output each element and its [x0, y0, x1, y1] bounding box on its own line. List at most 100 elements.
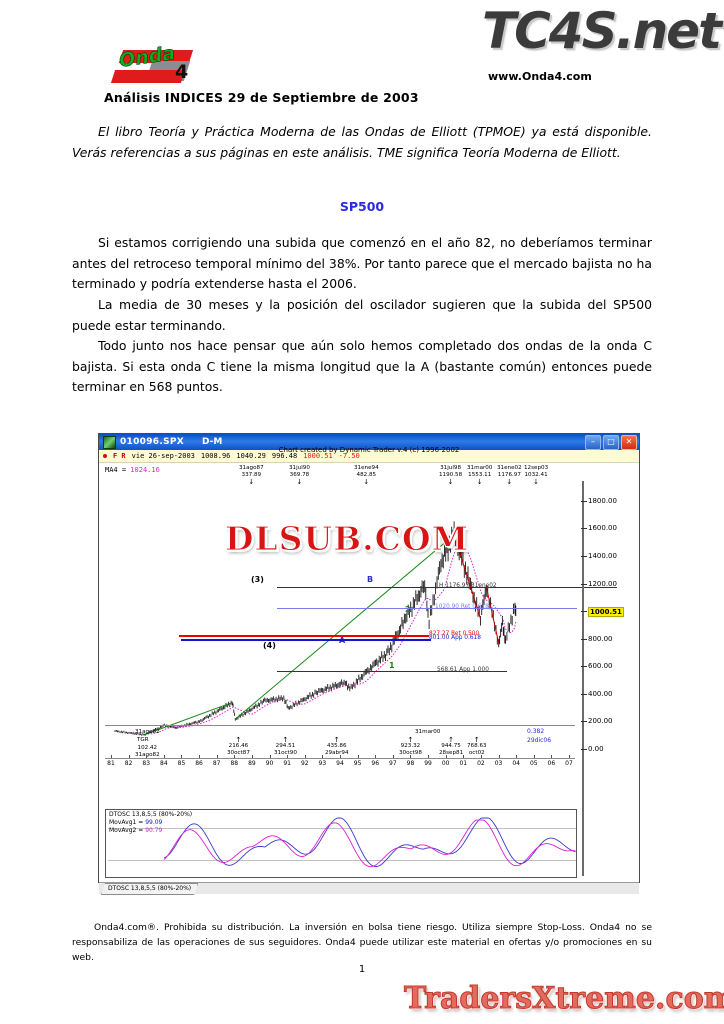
bottom-pivot-label: ↑ 435.86 29abr94 [325, 737, 349, 757]
pivot-date: 31ene02 [497, 465, 522, 471]
pivot-value: 1032.41 [524, 472, 548, 478]
year-label: 83 [142, 760, 151, 767]
pivot-date: 31oct90 [274, 750, 297, 756]
annotation-line [277, 586, 617, 588]
tab-dtosc[interactable]: DTOSC 13,8,5,5 (80%-20%) [101, 883, 198, 895]
pivot-value: 768.63 [467, 743, 487, 749]
bottom-pivot-label: ↑ 944.75 28sep81 [439, 737, 463, 757]
quote-flags: F R [113, 452, 126, 460]
pivot-date: 12sep03 [524, 465, 549, 471]
year-label: 89 [248, 760, 256, 767]
quote-bar: F R vie 26-sep-2003 1008.96 1040.29 996.… [99, 450, 639, 463]
paragraph-3: Todo junto nos hace pensar que aún solo … [72, 338, 652, 394]
year-label: 04 [512, 760, 520, 767]
top-pivot-label: 31jul98 1190.58 ↓ [439, 465, 462, 486]
annotation-line [181, 638, 431, 641]
year-label: 84 [160, 760, 168, 767]
oscillator-panel[interactable]: DTOSC 13,8,5,5 (80%-20%) MovAvg1 = 99.09… [105, 809, 577, 878]
year-label: 07 [565, 760, 573, 767]
maximize-button[interactable]: □ [603, 435, 619, 450]
arrow-down-icon: ↓ [506, 478, 513, 486]
top-pivot-label: 31ago87 337.89 ↓ [239, 465, 264, 486]
annotation-label: 827.27 Ret 0.500 [429, 630, 480, 637]
year-label: 82 [124, 760, 133, 767]
logo-bar-bottom [110, 70, 186, 83]
year-label: 91 [283, 760, 291, 767]
pivot-value: 1176.97 [497, 472, 521, 478]
year-tick [340, 755, 341, 758]
wave-label-b: B [367, 575, 374, 584]
minimize-button[interactable]: – [585, 435, 601, 450]
website-url: www.Onda4.com [488, 70, 592, 83]
year-label: 95 [353, 760, 362, 767]
annotation-label: 568.61 App 1.000 [437, 666, 489, 673]
pivot-value: 216.46 [228, 743, 249, 749]
year-label: 06 [547, 760, 556, 767]
pivot-value: 1553.11 [468, 472, 492, 478]
intro-paragraph: El libro Teoría y Práctica Moderna de la… [72, 124, 652, 160]
window-controls[interactable]: – □ ✕ [585, 435, 637, 450]
year-tick [551, 755, 553, 758]
arrow-up-icon: ↑ [333, 736, 340, 744]
year-tick [251, 755, 253, 758]
ma-value: 1024.16 [130, 466, 160, 474]
wave-label-3: (3) [251, 575, 264, 584]
price-tick [581, 555, 587, 557]
wave-trendline [234, 534, 455, 720]
year-label: 86 [195, 760, 203, 767]
chart-plot-area[interactable]: MA4 = 1024.16 31ago87 337.89 ↓ 31jul90 369.7… [99, 463, 639, 882]
pivot-value: 482.85 [356, 472, 377, 478]
close-button[interactable]: ✕ [621, 435, 637, 450]
movavg2-value: 90.79 [145, 827, 163, 834]
annotation-label: 1020.90 Ret 0.618 [435, 604, 489, 611]
time-projection-date: 29dic06 [527, 737, 552, 744]
window-titlebar[interactable]: 010096.SPX D-M – □ ✕ [99, 434, 639, 450]
pivot-date: 31jul90 [289, 465, 310, 471]
oscillator-line [163, 817, 576, 867]
wave-trendline [453, 534, 481, 619]
year-tick [463, 755, 465, 758]
bottom-note-tgr: TGR [137, 737, 149, 743]
year-tick [533, 755, 535, 758]
movavg1-value: 99.09 [145, 819, 163, 826]
year-label: 01 [459, 760, 468, 767]
year-tick [392, 755, 394, 758]
year-label: 85 [177, 760, 186, 767]
price-axis-label: 800.00 [588, 634, 613, 643]
year-tick [516, 755, 518, 758]
price-axis-label: 1400.00 [588, 551, 617, 560]
bottom-pivot-label: ↑ 768.63 oct02 [467, 737, 487, 757]
price-axis-label: 0.00 [588, 745, 604, 753]
year-label: 90 [265, 760, 274, 767]
price-axis-label: 1200.00 [588, 579, 617, 588]
arrow-up-icon: ↑ [235, 736, 242, 744]
pivot-date: 31jul98 [440, 465, 462, 471]
time-projection-ratio: 0.382 [527, 728, 545, 735]
pivot-value: 294.51 [275, 743, 296, 749]
year-tick [498, 755, 500, 758]
date-axis-top-rule [105, 725, 575, 726]
bottom-pivot-label: ↑ 216.46 30oct87 [227, 737, 250, 757]
year-tick [146, 755, 148, 758]
year-tick [375, 755, 377, 758]
chart-window[interactable]: 010096.SPX D-M – □ ✕ F R vie 26-sep-2003… [98, 433, 640, 883]
chart-statusbar: DTOSC 13,8,5,5 (80%-20%) [99, 882, 639, 894]
section-heading: SP500 [339, 199, 385, 214]
pivot-date: 31ago82 [135, 752, 160, 758]
year-tick [569, 755, 570, 758]
tradersxtreme-watermark: TradersXtreme.com [404, 981, 724, 1017]
price-tick [581, 500, 587, 502]
year-label: 96 [371, 760, 380, 767]
price-series-chart [114, 521, 517, 736]
price-tick [581, 666, 587, 668]
pivot-value: 944.75 [441, 743, 461, 749]
record-dot-icon [103, 454, 107, 458]
quote-open: 1008.96 [200, 452, 231, 460]
arrow-up-icon: ↑ [282, 736, 289, 744]
chart-credit: Chart created by Dynamic Trader v.4 (c) … [278, 446, 460, 454]
year-tick [199, 755, 201, 758]
paragraph-1: Si estamos corrigiendo una subida que co… [72, 235, 652, 291]
quote-change: -7.50 [338, 452, 360, 460]
moving-average-line [132, 545, 517, 735]
year-tick [445, 755, 447, 758]
